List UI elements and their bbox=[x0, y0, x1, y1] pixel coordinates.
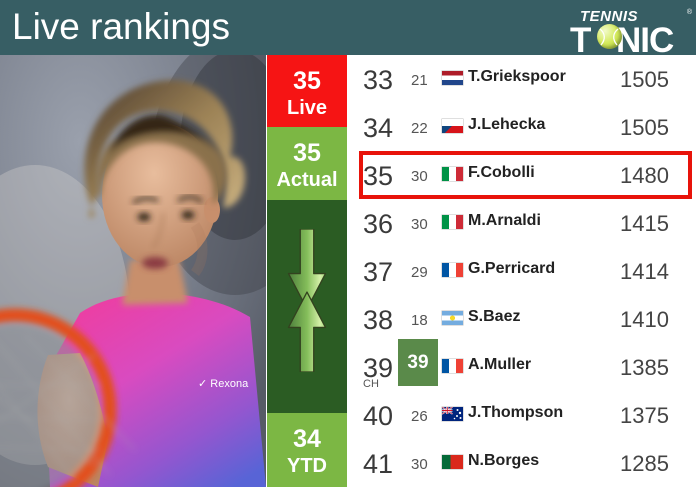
svg-text:✓ Rexona: ✓ Rexona bbox=[198, 378, 249, 390]
